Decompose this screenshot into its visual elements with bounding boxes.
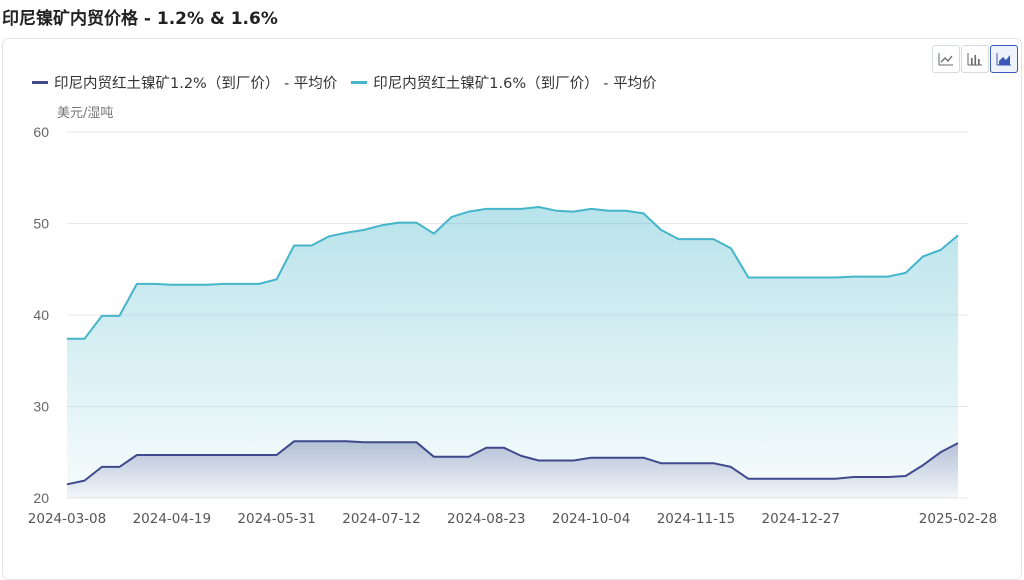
x-tick-label: 2024-11-15 (657, 511, 735, 527)
y-tick-label: 40 (33, 307, 49, 323)
series-line-1 (66, 440, 959, 486)
x-tick-label: 2024-10-04 (552, 511, 630, 527)
series-area-2 (67, 207, 958, 498)
legend-label-series1: 印尼内贸红土镍矿1.2%（到厂价） - 平均价 (54, 76, 338, 92)
bar-chart-icon (967, 53, 982, 66)
x-tick-label: 2024-04-19 (133, 511, 211, 527)
chart-type-toolbar (931, 45, 1018, 73)
y-axis-unit-label: 美元/湿吨 (57, 106, 114, 121)
legend-swatch-series2 (351, 81, 368, 84)
x-tick-label: 2024-03-08 (28, 511, 106, 527)
legend-item-series1[interactable]: 印尼内贸红土镍矿1.2%（到厂价） - 平均价 (32, 72, 337, 93)
line-chart-button[interactable] (932, 45, 960, 73)
x-tick-label: 2024-07-12 (342, 511, 420, 527)
y-tick-label: 20 (33, 490, 49, 506)
legend-item-series2[interactable]: 印尼内贸红土镍矿1.6%（到厂价） - 平均价 (351, 72, 657, 93)
series-area-1 (67, 441, 958, 498)
legend-label-series2: 印尼内贸红土镍矿1.6%（到厂价） - 平均价 (373, 76, 657, 92)
series-line-2 (67, 206, 959, 340)
y-tick-label: 50 (33, 216, 49, 232)
x-tick-label: 2024-05-31 (237, 511, 315, 527)
area-chart: 20 30 40 50 60 2024-03-08 2024-04-19 2024-05-31… (28, 124, 997, 527)
legend-swatch-series1 (32, 81, 48, 84)
x-tick-label: 2024-08-23 (447, 511, 525, 527)
line-chart-icon (938, 53, 953, 66)
x-tick-label: 2025-02-28 (919, 511, 997, 527)
area-chart-icon (996, 53, 1011, 66)
x-tick-label: 2024-12-27 (762, 511, 840, 527)
area-chart-button[interactable] (990, 45, 1018, 73)
page-title: 印尼镍矿内贸价格 - 1.2% & 1.6% (2, 9, 278, 29)
y-tick-label: 60 (33, 124, 49, 140)
y-tick-label: 30 (33, 399, 49, 415)
bar-chart-button[interactable] (961, 45, 989, 73)
chart-legend: 印尼内贸红土镍矿1.2%（到厂价） - 平均价 印尼内贸红土镍矿1.6%（到厂价… (32, 72, 671, 93)
